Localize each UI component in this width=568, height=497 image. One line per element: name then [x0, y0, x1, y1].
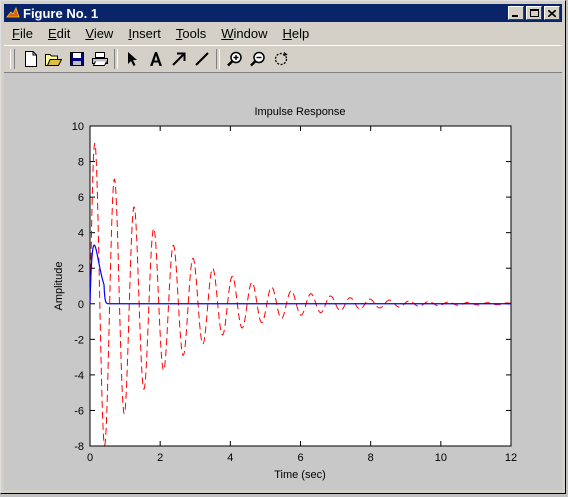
menu-insert[interactable]: Insert: [128, 25, 161, 41]
print-icon: [91, 52, 108, 66]
impulse-response-plot[interactable]: Impulse Response Time (sec) Amplitude 0 2…: [4, 73, 564, 492]
y-tick-label: 10: [72, 121, 84, 133]
toolbar: [4, 45, 562, 73]
y-tick-label: -6: [74, 405, 84, 417]
open-folder-icon: [45, 54, 62, 66]
toolbar-separator: [114, 49, 118, 69]
menu-edit[interactable]: Edit: [47, 25, 71, 41]
insert-arrow-button[interactable]: [167, 48, 190, 70]
series-line-blue-solid: [89, 244, 511, 305]
y-tick-label: 0: [78, 299, 84, 311]
toolbar-separator: [216, 49, 220, 69]
menu-window[interactable]: Window: [221, 25, 268, 41]
insert-line-button[interactable]: [190, 48, 213, 70]
window-title: Figure No. 1: [23, 5, 99, 21]
series-line-red-dashed: [89, 142, 512, 446]
zoom-in-button[interactable]: [223, 48, 246, 70]
x-tick-label: 10: [435, 452, 447, 464]
chart-title: Impulse Response: [254, 106, 345, 118]
figure-canvas: Impulse Response Time (sec) Amplitude 0 2…: [4, 73, 562, 490]
insert-line-icon: [194, 52, 209, 66]
x-tick-label: 8: [368, 452, 374, 464]
x-tick-label: 0: [87, 452, 93, 464]
y-tick-label: -8: [74, 441, 84, 453]
save-button[interactable]: [65, 48, 88, 70]
save-icon: [69, 52, 84, 66]
menu-help[interactable]: Help: [282, 25, 310, 41]
close-button[interactable]: [544, 6, 560, 20]
close-icon: [548, 9, 556, 17]
y-tick-label: -2: [74, 334, 84, 346]
minimize-icon: [512, 14, 518, 17]
x-tick-label: 6: [297, 452, 303, 464]
open-file-button[interactable]: [42, 48, 65, 70]
menu-file[interactable]: File: [12, 25, 33, 41]
menu-tools[interactable]: Tools: [175, 25, 207, 41]
select-tool-button[interactable]: [121, 48, 144, 70]
insert-text-button[interactable]: [144, 48, 167, 70]
rotate-3d-button[interactable]: [269, 48, 292, 70]
y-tick-label: 8: [78, 157, 84, 169]
toolbar-grip[interactable]: [10, 49, 15, 69]
y-tick-label: 4: [78, 228, 84, 240]
menu-bar: File Edit View Insert Tools Window Help: [4, 23, 562, 43]
x-tick-label: 2: [157, 452, 163, 464]
select-arrow-icon: [127, 52, 137, 66]
y-tick-label: 2: [78, 263, 84, 275]
new-file-icon: [24, 51, 37, 67]
zoom-out-icon: [249, 51, 265, 67]
insert-text-icon: [149, 52, 162, 66]
y-axis: -8 -6 -4 -2 0 2 4 6 8 10: [72, 121, 511, 453]
zoom-in-icon: [226, 51, 242, 67]
matlab-logo-icon: [6, 6, 20, 20]
y-axis-label: Amplitude: [53, 262, 65, 311]
maximize-button[interactable]: [526, 6, 542, 20]
plot-lines: [89, 142, 512, 446]
axes-background: [89, 125, 512, 447]
rotate-3d-icon: [274, 52, 288, 66]
insert-arrow-icon: [171, 52, 185, 66]
print-button[interactable]: [88, 48, 111, 70]
x-axis: 0 2 4 6 8 10 12: [87, 126, 517, 464]
x-axis-label: Time (sec): [274, 469, 326, 481]
new-file-button[interactable]: [19, 48, 42, 70]
x-tick-label: 4: [227, 452, 233, 464]
x-tick-label: 12: [505, 452, 517, 464]
menu-view[interactable]: View: [85, 25, 114, 41]
title-bar[interactable]: Figure No. 1: [4, 4, 562, 22]
zoom-out-button[interactable]: [246, 48, 269, 70]
minimize-button[interactable]: [508, 6, 524, 20]
maximize-icon: [529, 9, 539, 17]
y-tick-label: 6: [78, 192, 84, 204]
y-tick-label: -4: [74, 370, 84, 382]
